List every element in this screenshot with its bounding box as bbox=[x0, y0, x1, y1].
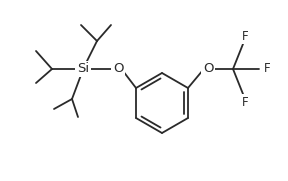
Text: F: F bbox=[242, 30, 248, 43]
Text: O: O bbox=[203, 62, 213, 75]
Text: O: O bbox=[113, 62, 123, 75]
Text: F: F bbox=[264, 62, 270, 75]
Text: F: F bbox=[242, 96, 248, 108]
Text: Si: Si bbox=[77, 62, 89, 75]
